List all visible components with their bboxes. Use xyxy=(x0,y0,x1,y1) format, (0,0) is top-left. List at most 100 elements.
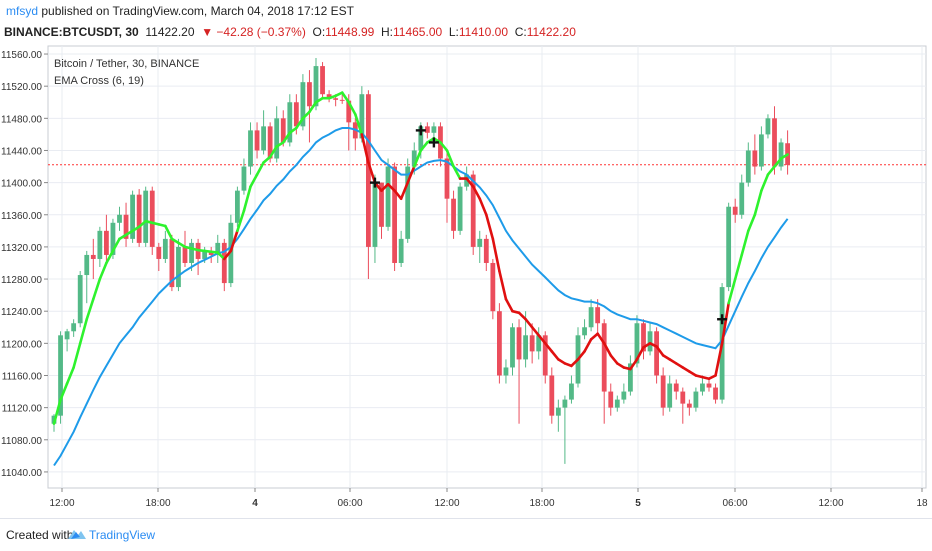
footer: Created with TradingView xyxy=(0,518,932,551)
candle-bull xyxy=(778,142,784,167)
candle-bear xyxy=(136,194,142,243)
candle-bear xyxy=(516,327,522,360)
ema-fast-segment xyxy=(72,342,82,369)
ema-fast-segment xyxy=(439,141,449,152)
x-tick-label: 4 xyxy=(252,498,258,509)
ema-fast-segment xyxy=(740,229,750,257)
candle-bull xyxy=(385,166,391,227)
ema-fast-segment xyxy=(262,155,272,164)
ema-fast-segment xyxy=(78,317,89,345)
tradingview-brand-link[interactable]: TradingView xyxy=(89,528,156,542)
ema-fast-segment xyxy=(380,182,390,192)
ema-fast-segment xyxy=(85,297,95,321)
candle-bull xyxy=(117,214,122,223)
tradingview-logo-icon[interactable] xyxy=(67,527,87,541)
y-tick-label: 11360.00 xyxy=(1,211,42,222)
candle-bull xyxy=(130,194,135,239)
candle-bear xyxy=(490,262,496,312)
candle-bear xyxy=(542,335,548,376)
x-tick-label: 12:00 xyxy=(49,498,74,509)
ema-fast-segment xyxy=(760,173,770,192)
candle-bull xyxy=(58,335,63,416)
y-tick-label: 11280.00 xyxy=(1,275,42,286)
candle-bull xyxy=(274,118,280,159)
ema-fast-segment xyxy=(386,182,396,192)
ema-fast-segment xyxy=(655,345,665,357)
ema-fast-segment xyxy=(753,189,763,217)
ema-fast-segment xyxy=(353,113,364,136)
ema-fast-segment xyxy=(779,153,789,160)
y-tick-label: 11160.00 xyxy=(2,371,43,382)
candle-bull xyxy=(739,182,745,215)
x-tick-label: 12:00 xyxy=(434,498,459,509)
author-link[interactable]: mfsyd xyxy=(6,4,39,18)
ema-fast-segment xyxy=(491,237,501,273)
candle-bull xyxy=(503,367,509,376)
candle-bear xyxy=(280,118,286,143)
candle-bull xyxy=(235,190,240,223)
x-tick-label: 12:00 xyxy=(818,498,843,509)
candle-bull xyxy=(189,242,194,263)
ema-fast-segment xyxy=(733,253,744,281)
candle-bull xyxy=(359,94,365,139)
y-tick-label: 11040.00 xyxy=(1,468,42,479)
candle-bear xyxy=(451,198,456,231)
candle-bull xyxy=(628,363,633,392)
ema-fast-segment xyxy=(236,209,246,233)
x-tick-label: 18:00 xyxy=(145,498,170,509)
candle-bear xyxy=(169,238,175,288)
ema-fast-segment xyxy=(98,261,108,281)
candle-bull xyxy=(765,118,771,135)
candle-bear xyxy=(293,102,299,127)
ema-fast-segment xyxy=(445,149,455,168)
time-axis[interactable]: 12:00 18:00 4 06:00 12:00 18:00 5 06:00 12:00 18 xyxy=(49,488,928,509)
ema-fast-segment xyxy=(255,161,265,176)
y-tick-label: 11400.00 xyxy=(1,179,42,190)
candle-bull xyxy=(634,323,640,364)
candle-bull xyxy=(510,327,515,368)
ema-fast-segment xyxy=(340,91,351,104)
ema-fast-segment xyxy=(399,181,410,200)
x-tick-label: 18 xyxy=(916,498,928,509)
candle-bear xyxy=(772,118,777,167)
candles xyxy=(51,58,790,464)
candle-bull xyxy=(143,190,149,243)
candle-bear xyxy=(392,166,397,263)
ema-fast-segment xyxy=(465,177,475,188)
ema-fast-segment xyxy=(589,332,599,341)
price-chart[interactable]: 11560.00 11520.00 11480.00 11440.00 11400.00… xyxy=(0,0,932,518)
ema-fast-segment xyxy=(105,249,115,265)
ema-fast-segment xyxy=(419,141,429,152)
price-axis[interactable]: 11560.00 11520.00 11480.00 11440.00 11400.00… xyxy=(1,50,48,479)
candle-bear xyxy=(366,94,371,247)
ema-fast-segment xyxy=(596,332,606,345)
price-change: ▼ −42.28 (−0.37%) xyxy=(201,25,306,39)
candle-bear xyxy=(660,375,666,408)
ema-fast-segment xyxy=(360,133,370,164)
x-tick-label: 18:00 xyxy=(529,498,554,509)
indicator-label[interactable]: EMA Cross (6, 19) xyxy=(54,75,144,87)
ema-fast-segment xyxy=(746,213,757,233)
candle-bear xyxy=(333,98,339,100)
close-label: C: xyxy=(514,25,527,39)
candle-bull xyxy=(726,206,732,288)
candle-bull xyxy=(97,230,103,259)
ema-fast-segment xyxy=(517,311,527,321)
candle-bull xyxy=(71,323,77,332)
candle-bear xyxy=(470,174,476,247)
low-label: L: xyxy=(448,25,459,39)
y-tick-label: 11520.00 xyxy=(1,82,42,93)
y-tick-label: 11320.00 xyxy=(1,243,42,254)
candle-bull xyxy=(261,126,266,151)
candle-bear xyxy=(339,99,345,101)
candle-bear xyxy=(497,311,502,376)
ema-fast-segment xyxy=(602,342,613,357)
ema-fast-segment xyxy=(216,251,226,261)
ema-fast-segment xyxy=(766,165,776,176)
ema-fast-segment xyxy=(406,165,416,184)
candle-bear xyxy=(654,331,659,376)
ema-slow-line xyxy=(53,127,789,467)
open-value: 11448.99 xyxy=(325,25,375,39)
candle-bear xyxy=(686,403,692,408)
candle-bull xyxy=(700,383,705,392)
